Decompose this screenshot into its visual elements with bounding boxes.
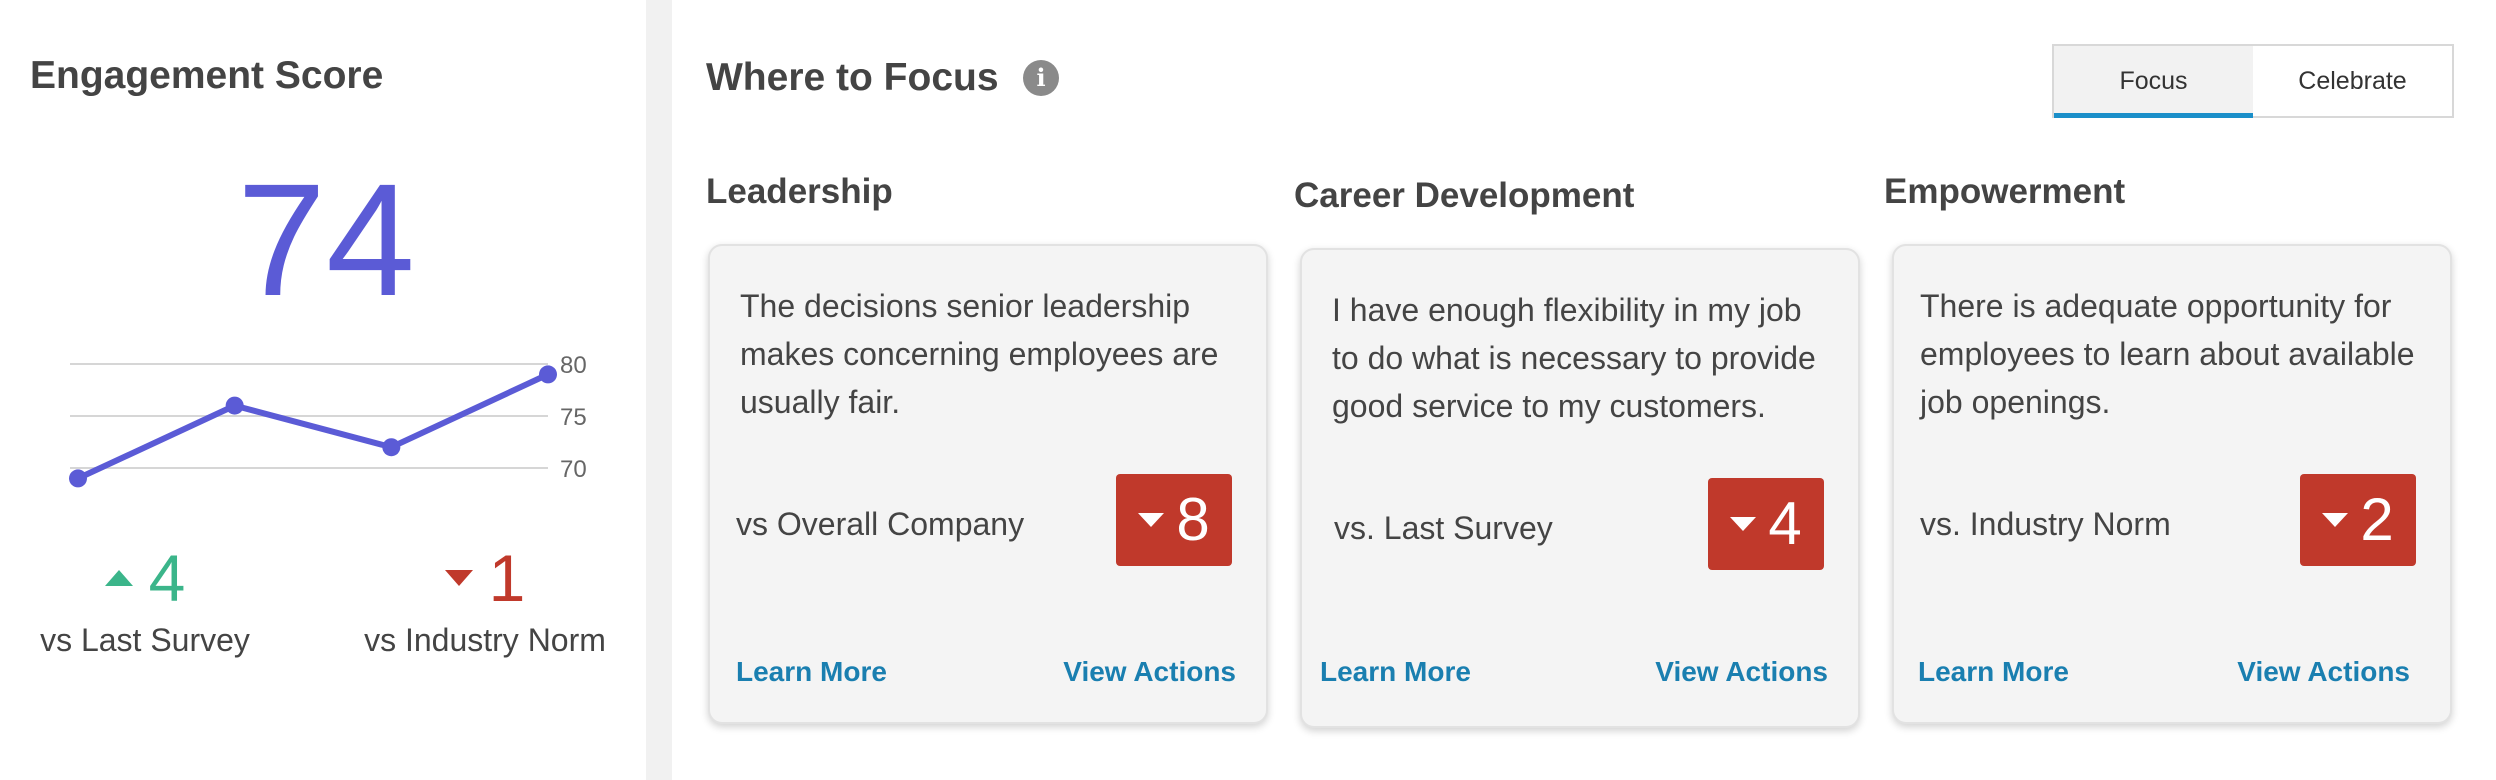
career-development-title: Career Development: [1294, 176, 1635, 215]
vs-last-survey-block: 4 vs Last Survey: [0, 540, 290, 659]
card-delta-value: 4: [1768, 490, 1802, 557]
trend-point-2: [225, 396, 244, 415]
trend-point-1: [69, 469, 87, 488]
trend-line: [76, 371, 550, 482]
card-compare-label: vs Overall Company: [736, 506, 1025, 542]
card-compare-label: vs. Industry Norm: [1920, 506, 2171, 542]
focus-title: Where to Focus: [706, 56, 999, 99]
down-arrow-icon: [444, 570, 473, 586]
vs-last-survey-label: vs Last Survey: [40, 622, 250, 658]
engagement-title: Engagement Score: [30, 54, 384, 97]
toggle-celebrate-button[interactable]: Celebrate: [2298, 66, 2407, 95]
learn-more-link[interactable]: Learn More: [1918, 656, 2069, 687]
view-actions-link[interactable]: View Actions: [2237, 656, 2410, 687]
card-delta-badge: 2: [2300, 474, 2416, 566]
card-statement: The decisions senior leadership makes co…: [740, 288, 1219, 420]
vs-industry-norm-label: vs Industry Norm: [364, 622, 606, 658]
y-tick-label-75: 75: [560, 404, 587, 431]
y-tick-label-70: 70: [560, 456, 587, 483]
engagement-trend-chart: 80 75 70: [69, 352, 587, 488]
up-arrow-icon: [104, 570, 133, 586]
down-arrow-icon: [1730, 517, 1757, 531]
card-delta-badge: 8: [1116, 474, 1232, 566]
view-actions-link[interactable]: View Actions: [1063, 656, 1236, 687]
learn-more-link[interactable]: Learn More: [1320, 656, 1471, 687]
card-statement: I have enough flexibility in my job to d…: [1332, 292, 1816, 424]
vs-last-survey-value: 4: [148, 541, 186, 615]
view-actions-link[interactable]: View Actions: [1655, 656, 1828, 687]
card-statement: There is adequate opportunity for employ…: [1920, 288, 2415, 420]
card-compare-label: vs. Last Survey: [1334, 510, 1553, 546]
vs-industry-norm-block: 1 vs Industry Norm: [340, 540, 630, 659]
info-icon[interactable]: i: [1023, 60, 1059, 96]
down-arrow-icon: [2322, 513, 2349, 527]
career-development-card: I have enough flexibility in my job to d…: [1300, 248, 1860, 728]
panel-divider: [646, 0, 672, 780]
vs-industry-norm-value: 1: [488, 541, 526, 615]
toggle-focus-button[interactable]: Focus: [2054, 46, 2253, 118]
empowerment-title: Empowerment: [1884, 172, 2126, 211]
engagement-score: 74: [237, 150, 415, 329]
learn-more-link[interactable]: Learn More: [736, 656, 887, 687]
card-delta-value: 2: [2360, 486, 2394, 553]
card-delta-badge: 4: [1708, 478, 1824, 570]
focus-celebrate-toggle: Focus Celebrate: [2052, 44, 2454, 118]
down-arrow-icon: [1138, 513, 1165, 527]
leadership-card: The decisions senior leadership makes co…: [708, 244, 1268, 724]
card-delta-value: 8: [1176, 486, 1210, 553]
trend-point-4: [539, 365, 557, 384]
leadership-title: Leadership: [706, 172, 893, 211]
y-tick-label-80: 80: [560, 352, 587, 379]
engagement-panel: Engagement Score 74 80 75 70 4 vs Last Sur…: [0, 0, 646, 780]
trend-point-3: [382, 438, 401, 457]
empowerment-card: There is adequate opportunity for employ…: [1892, 244, 2452, 724]
